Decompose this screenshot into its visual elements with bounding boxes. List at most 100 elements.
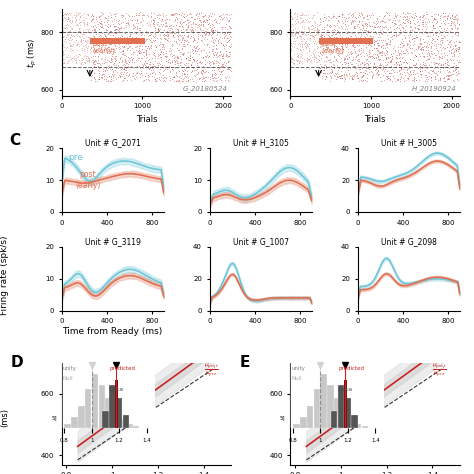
Point (134, 42, 141, 50)
Point (116, 39, 123, 46)
Point (102, 26, 109, 34)
Point (74, 38, 82, 46)
Point (182, 54, 190, 61)
Point (197, 36, 204, 44)
Point (433, 15, 440, 23)
Point (116, 45, 123, 53)
Point (299, 23, 306, 30)
Point (133, 22, 141, 29)
Point (109, 68, 116, 76)
Point (432, 30, 440, 37)
Point (430, 50, 438, 57)
Point (147, 14, 155, 21)
Point (413, 18, 421, 26)
Point (217, 14, 225, 21)
Point (291, 21, 299, 28)
Point (176, 73, 183, 81)
Point (388, 53, 395, 60)
Point (413, 70, 420, 77)
Point (319, 31, 326, 39)
Point (448, 25, 456, 33)
Point (322, 63, 330, 70)
Point (199, 31, 206, 39)
Point (398, 50, 405, 58)
Point (75, 42, 82, 49)
Point (343, 63, 350, 70)
Point (367, 37, 375, 45)
Point (215, 12, 223, 20)
Point (311, 23, 319, 30)
Point (173, 55, 181, 62)
Point (122, 21, 130, 29)
Point (373, 44, 381, 52)
Point (444, 57, 451, 64)
Point (201, 18, 209, 26)
Point (139, 62, 146, 69)
Point (334, 51, 342, 59)
Point (104, 12, 112, 19)
Point (161, 35, 169, 42)
Point (444, 75, 452, 82)
Point (159, 20, 167, 27)
Point (186, 54, 193, 62)
Point (206, 19, 213, 27)
Point (376, 61, 384, 69)
Point (427, 28, 435, 36)
Point (224, 76, 232, 84)
Point (324, 31, 332, 38)
Point (103, 66, 110, 73)
Point (383, 67, 391, 74)
Point (304, 31, 312, 38)
Point (415, 64, 422, 72)
Point (214, 65, 222, 73)
Point (208, 24, 215, 31)
Point (224, 57, 232, 64)
Point (344, 55, 351, 63)
Point (315, 21, 323, 29)
Point (213, 54, 220, 61)
Point (415, 25, 422, 32)
Point (303, 40, 310, 48)
Point (68, 46, 76, 54)
Point (65, 36, 73, 44)
Point (342, 22, 350, 30)
Point (146, 55, 153, 63)
Point (372, 20, 380, 27)
Point (174, 27, 182, 35)
Point (356, 46, 363, 53)
Point (403, 46, 410, 54)
Point (95, 36, 103, 43)
Point (67, 46, 74, 53)
Point (83, 18, 91, 26)
Point (118, 13, 125, 21)
Point (150, 73, 157, 81)
Point (117, 19, 125, 27)
Point (294, 30, 302, 37)
Point (418, 20, 426, 27)
Point (197, 27, 204, 34)
Point (204, 31, 212, 38)
Y-axis label: $t_p$ (ms): $t_p$ (ms) (26, 37, 39, 68)
Point (121, 57, 129, 65)
Point (150, 23, 158, 30)
Point (63, 9, 70, 17)
Point (132, 43, 139, 50)
Point (427, 52, 434, 60)
Point (323, 22, 330, 29)
Point (144, 29, 152, 36)
Point (440, 63, 447, 71)
Point (101, 13, 109, 21)
Point (337, 22, 345, 29)
Point (310, 33, 318, 40)
Point (188, 26, 196, 34)
Point (318, 74, 326, 82)
Point (382, 52, 389, 59)
Point (437, 46, 445, 54)
Point (332, 45, 340, 53)
Point (61, 9, 69, 17)
Point (361, 60, 369, 68)
Point (414, 73, 421, 80)
Point (431, 63, 438, 70)
Point (212, 45, 220, 52)
Point (105, 23, 112, 31)
